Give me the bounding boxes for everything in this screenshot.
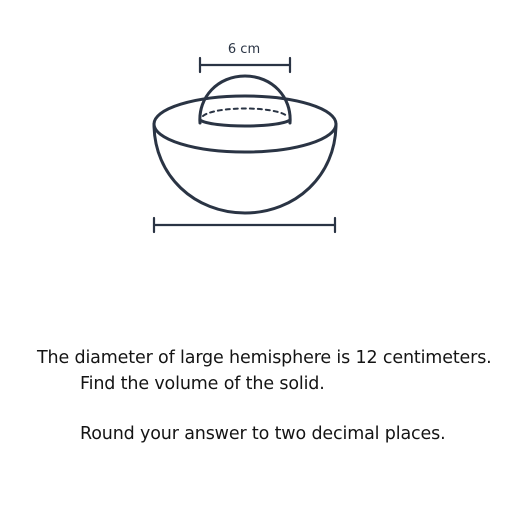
small-diameter-dimension [198,56,292,74]
small-diameter-label: 6 cm [228,42,260,57]
small-hemisphere-base-front [198,118,292,128]
problem-statement: The diameter of large hemisphere is 12 c… [37,348,492,368]
solid-figure: 6 cm [152,42,338,234]
problem-question: Find the volume of the solid. [80,374,325,394]
large-hemisphere-rim [152,94,338,154]
large-diameter-dimension [152,216,337,234]
large-hemisphere-body [152,122,338,215]
rounding-instruction: Round your answer to two decimal places. [80,424,446,444]
small-hemisphere-dome [198,74,292,125]
small-hemisphere-base-back [202,107,288,117]
